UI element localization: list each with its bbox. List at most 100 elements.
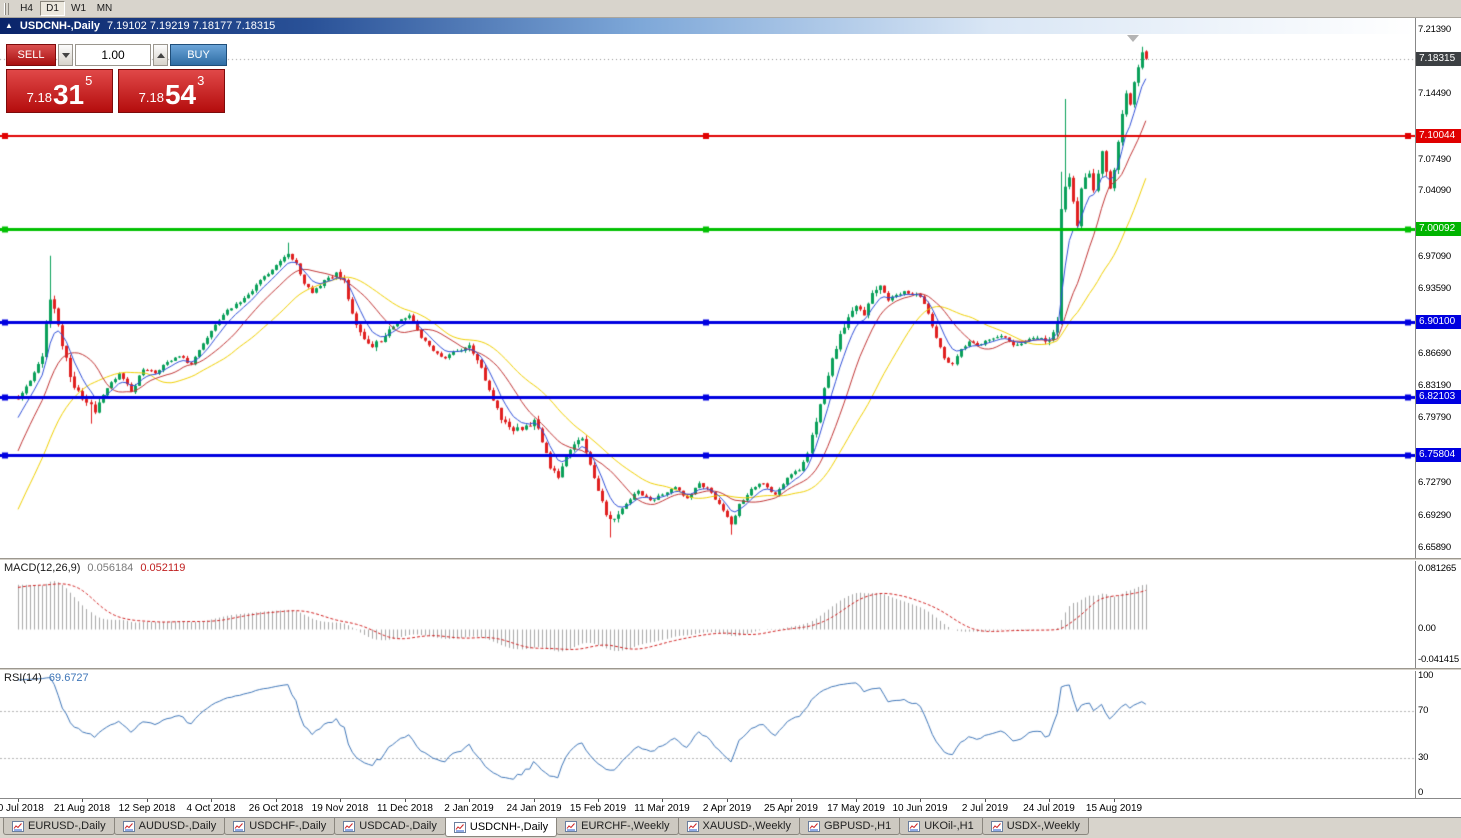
buy-button[interactable]: BUY	[170, 44, 227, 66]
rsi-indicator-label: RSI(14) 69.6727	[4, 672, 89, 684]
chart-icon	[233, 820, 246, 832]
timeframe-button-h4[interactable]: H4	[14, 1, 39, 16]
bid-price-fraction: 5	[85, 73, 93, 88]
price-badge-6.82103: 6.82103	[1416, 389, 1461, 404]
chart-tab-audusd-daily[interactable]: AUDUSD-,Daily	[113, 818, 226, 835]
time-axis-tick	[920, 799, 921, 802]
volume-increase-button[interactable]	[153, 44, 168, 66]
chart-icon	[990, 820, 1003, 832]
time-axis-tick	[662, 799, 663, 802]
price-axis-label: 6.65890	[1418, 541, 1451, 553]
one-click-expand-icon[interactable]: ▲	[5, 21, 13, 30]
chart-tab-ukoil-h1[interactable]: UKOil-,H1	[899, 818, 983, 835]
chart-icon	[453, 821, 466, 833]
chart-plot-area: ▲ USDCNH-,Daily 7.19102 7.19219 7.18177 …	[0, 18, 1415, 817]
chart-tab-label: GBPUSD-,H1	[823, 820, 892, 832]
chart-icon	[686, 820, 699, 832]
oct-controls-row: SELL BUY	[6, 44, 230, 66]
volume-decrease-button[interactable]	[58, 44, 73, 66]
time-axis-tick	[82, 799, 83, 802]
oct-prices-row: 7.18 31 5 7.18 54 3	[6, 69, 230, 113]
chart-tab-usdcad-daily[interactable]: USDCAD-,Daily	[334, 818, 446, 835]
chart-shift-marker[interactable]	[1127, 35, 1139, 42]
toolbar-drag-handle[interactable]	[4, 2, 9, 15]
panel-resize-handle[interactable]	[0, 558, 1461, 561]
time-axis-label: 30 Jul 2018	[0, 803, 44, 814]
price-axis-label: 6.72790	[1418, 477, 1451, 489]
chart-tab-label: AUDUSD-,Daily	[138, 820, 217, 832]
chart-tab-eurusd-daily[interactable]: EURUSD-,Daily	[3, 818, 115, 835]
chart-tab-usdchf-daily[interactable]: USDCHF-,Daily	[224, 818, 336, 835]
price-badge-7.00092: 7.00092	[1416, 221, 1461, 236]
rsi-name: RSI(14)	[4, 672, 42, 684]
ask-price-pips: 54	[164, 79, 197, 110]
chart-tabs-bar: EURUSD-,Daily AUDUSD-,Daily USDCHF-,Daily U…	[0, 817, 1461, 838]
timeframe-button-w1[interactable]: W1	[66, 1, 91, 16]
chart-title: USDCNH-,Daily	[19, 20, 100, 32]
time-axis-tick	[1049, 799, 1050, 802]
price-chart-canvas[interactable]	[0, 18, 1415, 558]
macd-axis-label: 0.081265	[1418, 562, 1457, 574]
time-axis-label: 12 Sep 2018	[118, 803, 176, 814]
ask-price-button[interactable]: 7.18 54 3	[118, 69, 225, 113]
chart-tab-label: USDX-,Weekly	[1006, 820, 1080, 832]
chart-tab-label: EURCHF-,Weekly	[581, 820, 670, 832]
time-axis-label: 25 Apr 2019	[764, 803, 818, 814]
time-axis-label: 24 Jan 2019	[506, 803, 562, 814]
time-axis-tick	[276, 799, 277, 802]
macd-name: MACD(12,26,9)	[4, 562, 81, 574]
price-scale[interactable]: 7.21390 7.14490 7.07490 7.04090 6.97090 6.935…	[1415, 18, 1461, 817]
bid-price-button[interactable]: 7.18 31 5	[6, 69, 113, 113]
timeframe-button-d1[interactable]: D1	[40, 1, 65, 16]
macd-canvas[interactable]	[0, 561, 1415, 668]
macd-indicator-label: MACD(12,26,9) 0.056184 0.052119	[4, 562, 185, 574]
time-axis-label: 15 Aug 2019	[1085, 803, 1143, 814]
chart-tab-xauusd-weekly[interactable]: XAUUSD-,Weekly	[677, 818, 800, 835]
price-axis-label: 6.69290	[1418, 510, 1451, 522]
chart-tab-usdx-weekly[interactable]: USDX-,Weekly	[981, 818, 1089, 835]
chevron-down-icon	[61, 52, 70, 58]
macd-axis-label: 0.00	[1418, 623, 1436, 635]
sell-button[interactable]: SELL	[6, 44, 56, 66]
chart-tab-usdcnh-daily[interactable]: USDCNH-,Daily	[444, 818, 558, 837]
price-badge-6.90100: 6.90100	[1416, 314, 1461, 329]
rsi-indicator-panel: RSI(14) 69.6727	[0, 671, 1415, 798]
timeframe-button-mn[interactable]: MN	[92, 1, 117, 16]
price-axis-label: 6.97090	[1418, 250, 1451, 262]
time-axis-tick	[340, 799, 341, 802]
time-axis-tick	[405, 799, 406, 802]
rsi-axis-label: 30	[1418, 752, 1429, 764]
time-axis-label: 2 Jul 2019	[961, 803, 1009, 814]
time-axis-tick	[856, 799, 857, 802]
chart-tab-gbpusd-h1[interactable]: GBPUSD-,H1	[798, 818, 901, 835]
price-axis-label: 6.79790	[1418, 412, 1451, 424]
chart-icon	[908, 820, 921, 832]
chart-tab-eurchf-weekly[interactable]: EURCHF-,Weekly	[556, 818, 679, 835]
time-axis-tick	[147, 799, 148, 802]
price-badge-7.18315: 7.18315	[1416, 51, 1461, 66]
rsi-axis-label: 100	[1418, 669, 1434, 681]
time-axis-label: 19 Nov 2018	[311, 803, 369, 814]
macd-signal-value: 0.052119	[140, 562, 186, 574]
price-axis-label: 7.21390	[1418, 24, 1451, 36]
chart-tab-label: USDCAD-,Daily	[359, 820, 437, 832]
price-badge-6.75804: 6.75804	[1416, 448, 1461, 463]
time-axis-label: 21 Aug 2018	[53, 803, 111, 814]
chart-titlebar: ▲ USDCNH-,Daily 7.19102 7.19219 7.18177 …	[0, 18, 1415, 34]
chevron-up-icon	[156, 52, 165, 58]
chart-tab-label: EURUSD-,Daily	[28, 820, 106, 832]
chart-tab-label: USDCNH-,Daily	[469, 821, 549, 833]
time-axis-tick	[469, 799, 470, 802]
time-axis[interactable]: 30 Jul 2018 21 Aug 2018 12 Sep 2018 4 Oct 2…	[0, 798, 1461, 817]
panel-resize-handle[interactable]	[0, 668, 1461, 671]
macd-axis-label: -0.041415	[1418, 654, 1459, 666]
time-axis-tick	[598, 799, 599, 802]
time-axis-tick	[211, 799, 212, 802]
rsi-axis-label: 70	[1418, 704, 1429, 716]
time-axis-tick	[727, 799, 728, 802]
rsi-canvas[interactable]	[0, 671, 1415, 798]
time-axis-tick	[985, 799, 986, 802]
volume-input[interactable]	[75, 44, 151, 66]
